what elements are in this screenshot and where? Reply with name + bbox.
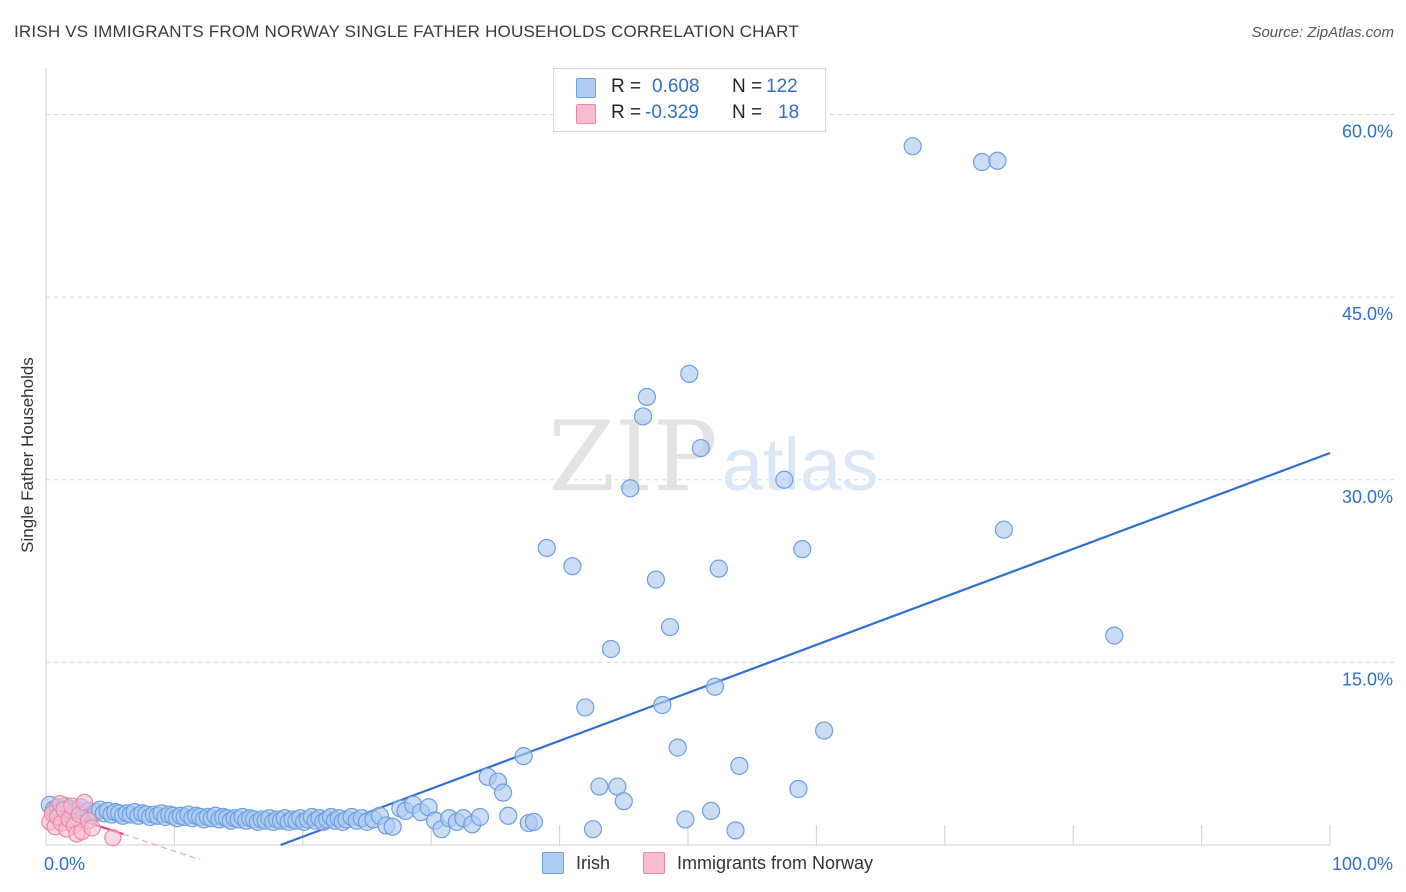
chart-title: IRISH VS IMMIGRANTS FROM NORWAY SINGLE F… (14, 22, 799, 41)
series-label-norway: Immigrants from Norway (677, 852, 874, 873)
series-swatch-irish (542, 852, 564, 874)
irish-point (590, 777, 609, 796)
legend-r-label: R = (611, 102, 642, 123)
irish-point (524, 812, 544, 831)
series-legend-norway: Immigrants from Norway (643, 852, 873, 874)
irish-point (576, 698, 595, 717)
irish-point (614, 792, 633, 811)
irish-point (815, 721, 834, 740)
legend-r-value: -0.329 (645, 102, 699, 123)
source-credit: Source: ZipAtlas.com (1251, 24, 1394, 41)
irish-point (730, 756, 749, 775)
series-legend: Irish Immigrants from Norway (0, 852, 1406, 878)
irish-point (494, 783, 513, 802)
irish-point (646, 570, 666, 589)
irish-point (537, 538, 556, 558)
irish-point (637, 387, 657, 407)
legend-n-label: N = (732, 76, 763, 97)
irish-point (633, 407, 653, 426)
irish-trendline (280, 451, 1331, 847)
legend-r-label: R = (611, 76, 642, 97)
irish-point (470, 807, 490, 827)
x-tick-label: 100.0% (1332, 854, 1393, 874)
norway-point (83, 819, 101, 837)
irish-point (726, 821, 745, 840)
series-swatch-norway (643, 852, 665, 874)
legend-n-value: 18 (778, 102, 800, 123)
legend-n-value: 122 (766, 76, 798, 97)
trendline-layer (45, 451, 1331, 861)
irish-point (680, 364, 699, 383)
irish-point (702, 801, 721, 821)
irish-point (691, 439, 710, 458)
x-tick-label: 0.0% (44, 854, 85, 874)
legend-n-label: N = (732, 102, 763, 123)
norway-point (75, 793, 94, 811)
y-tick-label: 30.0% (1342, 487, 1393, 507)
irish-point (705, 677, 725, 696)
irish-point (621, 479, 640, 498)
norway-trendline-extension (122, 833, 201, 861)
watermark: ZIP atlas (548, 401, 878, 513)
irish-point (383, 817, 402, 836)
irish-point (709, 559, 728, 578)
correlation-legend: R = 0.608 N = 122 R = -0.329 N = 18 (553, 68, 826, 132)
y-tick-label: 15.0% (1342, 669, 1393, 689)
irish-point (499, 806, 518, 825)
irish-point (789, 779, 808, 799)
irish-point (994, 520, 1013, 539)
irish-point (988, 151, 1007, 170)
irish-point (563, 557, 582, 576)
irish-point (668, 738, 687, 757)
irish-point (1105, 626, 1124, 645)
irish-point (583, 820, 603, 839)
irish-point (972, 152, 992, 172)
y-axis-label: Single Father Households (18, 357, 37, 553)
watermark-atlas: atlas (722, 423, 878, 506)
irish-point (601, 639, 621, 659)
irish-point (514, 747, 533, 766)
legend-row-irish: R = 0.608 N = 122 (554, 75, 825, 99)
irish-point (793, 540, 812, 559)
legend-swatch-irish (576, 78, 596, 98)
y-tick-label: 60.0% (1342, 122, 1393, 142)
irish-point (660, 617, 680, 637)
legend-swatch-norway (576, 104, 596, 124)
y-tick-label: 45.0% (1342, 304, 1393, 324)
irish-point (653, 695, 672, 715)
irish-point (903, 137, 922, 156)
irish-point (676, 810, 695, 829)
norway-point (104, 829, 122, 847)
points-layer (40, 137, 1124, 847)
tick-labels: 15.0% 30.0% 45.0% 60.0% 0.0% 100.0% (44, 122, 1393, 874)
irish-point (775, 470, 794, 489)
series-legend-irish: Irish (542, 852, 610, 874)
series-label-irish: Irish (576, 852, 611, 873)
grid-layer (46, 114, 1394, 663)
legend-row-norway: R = -0.329 N = 18 (554, 101, 825, 125)
legend-r-value: 0.608 (652, 76, 700, 97)
